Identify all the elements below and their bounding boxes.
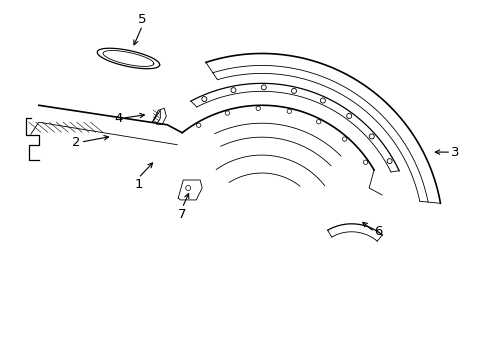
- Text: 3: 3: [450, 145, 459, 159]
- Text: 4: 4: [114, 112, 122, 125]
- Text: 2: 2: [72, 136, 81, 149]
- Text: 7: 7: [178, 208, 186, 221]
- Text: 5: 5: [138, 13, 146, 26]
- Text: 1: 1: [134, 178, 142, 191]
- Text: 6: 6: [374, 225, 382, 238]
